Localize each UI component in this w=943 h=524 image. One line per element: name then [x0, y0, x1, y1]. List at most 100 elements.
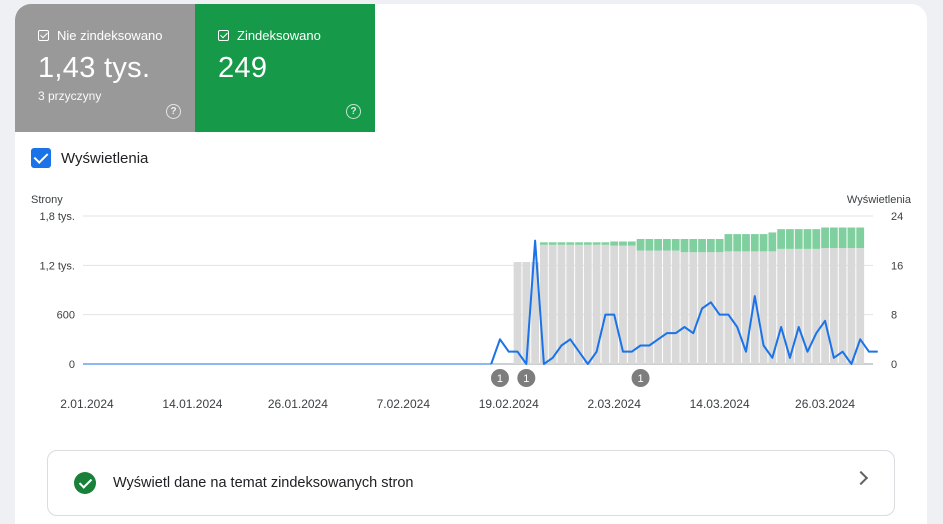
bar-indexed — [689, 239, 698, 253]
bar-indexed — [821, 227, 829, 249]
bar-not-indexed — [847, 248, 856, 364]
annotation-marker — [517, 369, 536, 387]
bar-indexed — [838, 227, 847, 249]
y2-tick-label: 8 — [891, 310, 897, 322]
bar-not-indexed — [680, 252, 689, 364]
bar-not-indexed — [724, 251, 733, 364]
tile-label: Nie zindeksowano — [57, 28, 163, 43]
y-tick-label: 1,2 tys. — [40, 260, 75, 272]
checkbox-checked-icon[interactable] — [31, 148, 51, 168]
bar-indexed — [636, 239, 645, 251]
bar-indexed — [724, 234, 733, 252]
checkbox-icon[interactable] — [38, 30, 49, 41]
bar-not-indexed — [601, 244, 610, 364]
bar-indexed — [786, 229, 794, 249]
bar-not-indexed — [583, 244, 592, 364]
impressions-line — [490, 239, 878, 365]
bar-not-indexed — [706, 252, 715, 364]
annotation-label: 1 — [637, 373, 643, 385]
bar-not-indexed — [742, 251, 750, 364]
bar-indexed — [680, 239, 689, 253]
bar-indexed — [733, 234, 742, 252]
bar-not-indexed — [636, 250, 645, 364]
y-tick-label: 600 — [57, 310, 75, 322]
tile-sub: 3 przyczyny — [38, 89, 102, 103]
bar-indexed — [847, 227, 856, 249]
help-icon[interactable]: ? — [166, 104, 181, 119]
bar-not-indexed — [663, 250, 671, 364]
bar-not-indexed — [513, 262, 522, 364]
annotation-marker — [490, 369, 509, 387]
tile-value: 1,43 tys. — [38, 52, 151, 84]
bar-not-indexed — [548, 244, 557, 364]
bar-not-indexed — [627, 245, 636, 364]
bar-indexed — [601, 242, 610, 245]
indexing-chart: Strony Wyświetlenia 1,8 tys. 24 1,2 tys. 16 60… — [31, 194, 912, 411]
bar-indexed — [715, 239, 724, 253]
bar-not-indexed — [803, 248, 812, 364]
annotation-label: 1 — [523, 373, 529, 385]
bar-not-indexed — [610, 245, 619, 364]
bar-not-indexed — [689, 252, 698, 364]
y-tick-label: 1,8 tys. — [40, 211, 75, 223]
x-tick-label: 2.01.2024 — [60, 397, 114, 411]
bar-indexed — [698, 239, 706, 253]
x-tick-label: 19.02.2024 — [479, 397, 539, 411]
bar-indexed — [777, 229, 786, 249]
y2-axis-title: Wyświetlenia — [847, 194, 912, 206]
y-tick-label: 0 — [69, 359, 75, 371]
view-indexed-pages-link[interactable]: Wyświetl dane na temat zindeksowanych st… — [47, 450, 895, 516]
y2-tick-label: 0 — [891, 359, 897, 371]
y-axis-title: Strony — [31, 194, 63, 206]
bar-indexed — [619, 241, 627, 246]
impressions-label: Wyświetlenia — [61, 149, 149, 167]
bar-indexed — [540, 242, 548, 245]
bar-not-indexed — [821, 248, 829, 364]
tile-not-indexed[interactable]: Nie zindeksowano 1,43 tys. 3 przyczyny ? — [15, 4, 195, 132]
tile-indexed[interactable]: Zindeksowano 249 ? — [195, 4, 375, 132]
x-tick-label: 7.02.2024 — [377, 397, 431, 411]
bar-not-indexed — [540, 244, 548, 364]
y2-tick-label: 24 — [891, 211, 903, 223]
bar-indexed — [829, 227, 838, 249]
x-tick-label: 2.03.2024 — [587, 397, 641, 411]
bar-not-indexed — [786, 248, 794, 364]
bar-indexed — [566, 242, 575, 245]
bar-indexed — [856, 227, 865, 249]
bar-not-indexed — [592, 244, 601, 364]
checkbox-icon[interactable] — [218, 30, 229, 41]
bar-indexed — [548, 242, 557, 245]
bar-not-indexed — [575, 244, 583, 364]
x-tick-label: 26.01.2024 — [268, 397, 328, 411]
bar-indexed — [654, 239, 663, 251]
bar-not-indexed — [654, 250, 663, 364]
bar-indexed — [706, 239, 715, 253]
bar-indexed — [768, 232, 777, 252]
link-label: Wyświetl dane na temat zindeksowanych st… — [113, 475, 414, 491]
bar-not-indexed — [715, 252, 724, 364]
bar-indexed — [794, 229, 803, 249]
bar-indexed — [671, 239, 680, 251]
bar-indexed — [742, 234, 750, 252]
bar-not-indexed — [794, 248, 803, 364]
bar-not-indexed — [645, 250, 654, 364]
tile-value: 249 — [218, 52, 268, 84]
x-tick-label: 14.03.2024 — [690, 397, 750, 411]
bar-not-indexed — [566, 244, 575, 364]
bar-not-indexed — [768, 251, 777, 364]
bar-indexed — [575, 242, 583, 245]
bar-not-indexed — [759, 251, 768, 364]
help-icon[interactable]: ? — [346, 104, 361, 119]
bar-not-indexed — [557, 244, 566, 364]
bar-not-indexed — [733, 251, 742, 364]
bar-not-indexed — [671, 250, 680, 364]
bar-not-indexed — [522, 262, 531, 364]
bar-indexed — [610, 241, 619, 246]
bar-not-indexed — [838, 248, 847, 364]
x-tick-label: 26.03.2024 — [795, 397, 855, 411]
tile-label: Zindeksowano — [237, 28, 321, 43]
bar-not-indexed — [531, 262, 540, 364]
bar-indexed — [803, 229, 812, 249]
check-circle-icon — [74, 472, 96, 494]
impressions-toggle[interactable]: Wyświetlenia — [31, 148, 148, 168]
